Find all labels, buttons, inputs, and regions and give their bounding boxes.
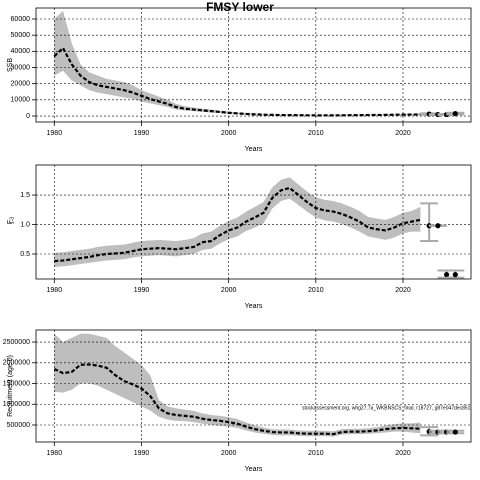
plot-area: [36, 165, 471, 279]
y-tick-label: 10000: [11, 97, 31, 104]
x-tick-label: 1980: [47, 130, 63, 137]
plot-area: [36, 330, 471, 442]
forecast-point: [443, 272, 450, 278]
forecast-point: [452, 272, 458, 278]
x-tick-label: 1990: [134, 130, 150, 137]
x-tick-label: 1990: [134, 450, 150, 457]
x-tick-label: 2010: [308, 287, 324, 294]
x-axis-label: Years: [245, 466, 263, 473]
y-tick-label: 2500000: [3, 339, 30, 346]
x-axis-label: Years: [245, 303, 263, 310]
forecast-point: [452, 429, 458, 435]
y-tick-label: 0.5: [20, 251, 30, 258]
y-tick-label: 0: [26, 113, 30, 120]
median-line: [53, 363, 421, 436]
plot-frame: [35, 7, 472, 123]
y-tick-label: 1000000: [3, 401, 30, 408]
y-tick-label: 1.0: [20, 221, 30, 228]
x-tick-label: 2020: [395, 450, 411, 457]
x-tick-label: 1980: [47, 450, 63, 457]
plot-frame: [35, 164, 472, 280]
median-line: [53, 46, 421, 117]
x-axis-label: Years: [245, 146, 263, 153]
y-axis-label: F: [7, 220, 14, 224]
forecast-point: [435, 223, 441, 229]
y-axis-label: Recruitment (age 0): [7, 355, 14, 417]
median-line: [54, 186, 421, 263]
x-tick-label: 2000: [221, 130, 237, 137]
y-tick-label: 1.5: [20, 192, 30, 199]
x-tick-label: 2000: [221, 450, 237, 457]
y-tick-label: 1500000: [3, 380, 30, 387]
y-tick-label: 40000: [11, 48, 31, 55]
x-tick-label: 2000: [221, 287, 237, 294]
x-tick-label: 1980: [47, 287, 63, 294]
x-tick-label: 2010: [308, 450, 324, 457]
x-tick-label: 2010: [308, 130, 324, 137]
y-axis-label: SSB: [7, 58, 14, 72]
plot-frame: [35, 329, 472, 443]
x-tick-label: 2020: [395, 287, 411, 294]
x-tick-label: 2020: [395, 130, 411, 137]
y-tick-label: 500000: [7, 422, 30, 429]
chart-title: FMSY lower: [206, 0, 274, 14]
forecast-point: [452, 110, 458, 117]
confidence-band: [54, 177, 421, 267]
y-axis-label-subscript: 1-3: [9, 217, 15, 224]
y-tick-label: 20000: [11, 81, 31, 88]
y-tick-label: 60000: [11, 16, 31, 23]
confidence-band: [54, 333, 421, 437]
annotation: stockassessment.org, whg27.7a_WKBNSCS_fi…: [302, 405, 471, 411]
y-tick-label: 50000: [11, 32, 31, 39]
y-tick-label: 30000: [11, 64, 31, 71]
y-tick-label: 2000000: [3, 360, 30, 367]
plot-area: [36, 8, 471, 122]
x-tick-label: 1990: [134, 287, 150, 294]
